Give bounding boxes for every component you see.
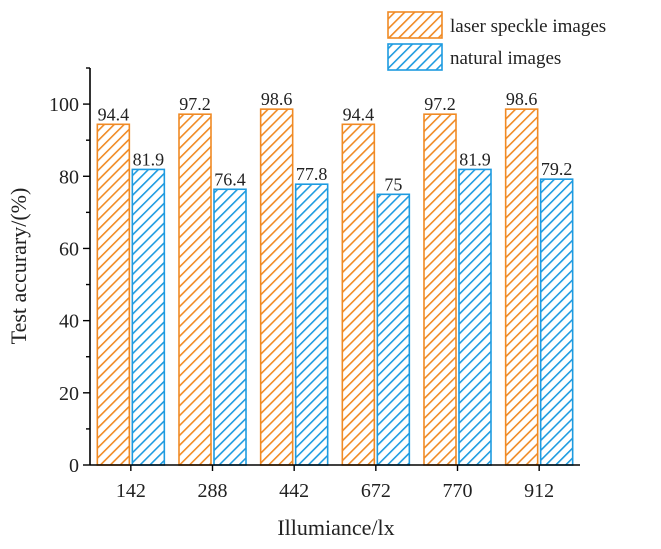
axes: 0 20 40 60 80 100 142 288 442 672 770 912 [49, 67, 580, 502]
bar-natural-672 [376, 193, 411, 466]
y-axis-title: Test accurary/(%) [6, 188, 31, 345]
bar-natural-770 [458, 168, 492, 466]
legend-swatch-natural [387, 43, 443, 71]
bar-laser-672 [341, 123, 376, 466]
data-label: 76.4 [214, 169, 246, 189]
bar-laser-442 [259, 108, 294, 466]
x-tick-label: 912 [524, 480, 554, 502]
data-label: 81.9 [459, 149, 491, 169]
data-label: 97.2 [424, 94, 456, 114]
legend: laser speckle images natural images [387, 11, 606, 71]
bars [96, 108, 574, 466]
x-tick-label: 442 [279, 480, 309, 502]
data-label: 77.8 [296, 164, 328, 184]
data-label: 97.2 [179, 94, 211, 114]
x-tick-label: 672 [361, 480, 391, 502]
x-tick-label: 770 [443, 480, 473, 502]
bar-laser-288 [178, 113, 212, 466]
data-label: 94.4 [98, 104, 130, 124]
bar-natural-442 [294, 183, 329, 466]
x-axis-title: Illumiance/lx [277, 515, 394, 540]
bar-natural-912 [539, 178, 574, 466]
y-tick-label: 100 [49, 94, 79, 116]
data-label: 75 [384, 174, 402, 194]
bar-laser-142 [96, 123, 131, 466]
data-label: 81.9 [133, 149, 165, 169]
legend-label: laser speckle images [450, 16, 606, 37]
data-labels: 94.4 81.9 97.2 76.4 98.6 77.8 94.4 75 97.2 81.9 98… [98, 89, 573, 194]
data-label: 79.2 [541, 159, 573, 179]
y-tick-label: 0 [69, 455, 79, 477]
legend-swatch-laser [387, 11, 443, 39]
bar-natural-142 [131, 168, 166, 466]
y-tick-label: 60 [59, 238, 79, 260]
data-label: 98.6 [506, 89, 538, 109]
data-label: 94.4 [343, 104, 375, 124]
bar-natural-288 [213, 188, 247, 466]
x-tick-label: 288 [198, 480, 228, 502]
y-tick-label: 80 [59, 166, 79, 188]
y-tick-label: 20 [59, 383, 79, 405]
legend-label: natural images [450, 48, 561, 69]
data-label: 98.6 [261, 89, 293, 109]
bar-laser-770 [423, 113, 457, 466]
x-tick-label: 142 [116, 480, 146, 502]
y-tick-label: 40 [59, 311, 79, 333]
bar-laser-912 [504, 108, 539, 466]
